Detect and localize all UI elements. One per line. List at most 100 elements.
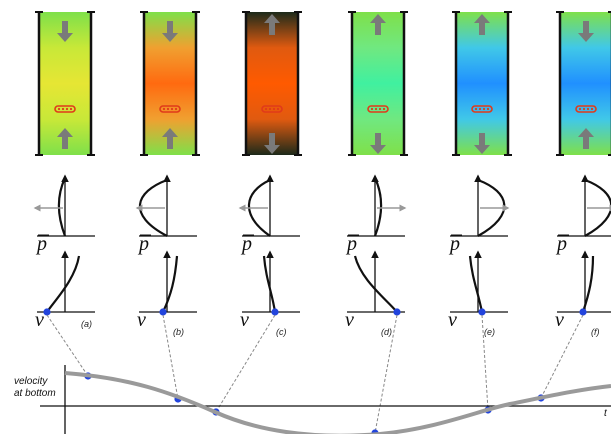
heater-dot (590, 107, 594, 111)
panel-label-f: (f) (591, 327, 600, 337)
velocity-plot-f: v (f) (555, 250, 611, 337)
velocity-dot (393, 308, 401, 316)
velocity-plot-b: v (b) (137, 250, 197, 337)
heater-icon (575, 105, 597, 113)
v-symbol: v (137, 309, 146, 331)
velocity-plot-e: v (e) (448, 250, 508, 337)
bottom-arrow-down-icon (370, 133, 386, 154)
panel-label-d: (d) (381, 327, 392, 337)
heater-dot (272, 107, 276, 111)
p-symbol: p (555, 233, 567, 255)
tube-body (352, 12, 404, 155)
velocity-dot (159, 308, 167, 316)
connector-line-c (215, 314, 276, 413)
heater-dot (374, 107, 378, 111)
panel-label-e: (e) (484, 327, 495, 337)
connector-line-f (540, 314, 584, 399)
heater-dot (268, 107, 272, 111)
tube-body (456, 12, 508, 155)
velocity-dot (43, 308, 51, 316)
pressure-plot-c: p (238, 174, 300, 255)
tube-panel-d (348, 11, 408, 156)
top-arrow-down-icon (162, 21, 178, 42)
heater-dot (482, 107, 486, 111)
pressure-plot-e: p (448, 174, 510, 255)
heater-dot (57, 107, 61, 111)
panel-label-b: (b) (173, 327, 184, 337)
heater-dot (378, 107, 382, 111)
panel-label-a: (a) (81, 319, 92, 329)
heater-dot (578, 107, 582, 111)
velocity-curve (46, 255, 81, 313)
top-arrow-down-icon (57, 21, 73, 42)
velocity-curve (353, 255, 398, 313)
y-axis-label-line1: velocity (14, 376, 48, 387)
heater-dot (170, 107, 174, 111)
bottom-arrow-up-icon (57, 128, 73, 149)
top-arrow-up-icon (474, 14, 490, 35)
velocity-dot (478, 308, 486, 316)
pressure-plot-f: p (555, 174, 611, 255)
bottom-arrow-down-icon (474, 133, 490, 154)
top-arrow-up-icon (264, 14, 280, 35)
v-symbol: v (555, 309, 564, 331)
velocity-curve (64, 371, 611, 434)
heater-dot (478, 107, 482, 111)
velocity-plot-c: v (c) (240, 250, 300, 337)
velocity-curve (262, 255, 277, 313)
p-symbol: p (240, 233, 252, 255)
heater-icon (261, 105, 283, 113)
tube-panel-e (452, 11, 512, 156)
velocity-dot (271, 308, 279, 316)
x-axis-label: t (604, 408, 608, 419)
heater-icon (54, 105, 76, 113)
heater-dot (65, 107, 69, 111)
heater-icon (471, 105, 493, 113)
pressure-curve (373, 177, 383, 237)
connector-line-e (481, 314, 489, 411)
heater-dot (486, 107, 490, 111)
velocity-plot-a: v (a) (35, 250, 95, 331)
connector-line-b (162, 314, 179, 400)
heater-dot (276, 107, 280, 111)
velocity-curve (162, 255, 179, 313)
tube-body (246, 12, 298, 155)
connector-lines (46, 314, 584, 434)
heater-dot (582, 107, 586, 111)
velocity-plot-row: v (a) v (b) v (c) v (d) v (e) v (f) (35, 250, 611, 337)
velocity-plot-d: v (d) (345, 250, 405, 337)
y-axis-label-line2: at bottom (14, 388, 56, 399)
tube-panel-f (556, 11, 611, 156)
heater-dot (174, 107, 178, 111)
pressure-curve (584, 178, 611, 237)
heater-dot (382, 107, 386, 111)
velocity-curve (468, 255, 484, 313)
pressure-plot-d: p (345, 174, 407, 255)
tube-panel-c (242, 11, 302, 156)
p-symbol: p (345, 233, 357, 255)
heater-dot (61, 107, 65, 111)
v-symbol: v (35, 309, 44, 331)
tube-panel-a (35, 11, 95, 156)
v-symbol: v (448, 309, 457, 331)
heater-dot (370, 107, 374, 111)
velocity-dot (579, 308, 587, 316)
top-arrow-down-icon (578, 21, 594, 42)
tube-panel-b (140, 11, 200, 156)
connector-line-a (46, 314, 89, 377)
velocity-curve (581, 255, 595, 313)
tube-row (35, 11, 611, 156)
heater-icon (159, 105, 181, 113)
velocity-time-graph: velocity at bottom t (14, 365, 611, 434)
bottom-arrow-down-icon (264, 133, 280, 154)
heater-dot (474, 107, 478, 111)
p-symbol: p (35, 233, 47, 255)
bottom-arrow-up-icon (578, 128, 594, 149)
heater-dot (162, 107, 166, 111)
heater-dot (586, 107, 590, 111)
pressure-plot-a: p (33, 174, 95, 255)
panel-label-c: (c) (276, 327, 287, 337)
p-symbol: p (137, 233, 149, 255)
